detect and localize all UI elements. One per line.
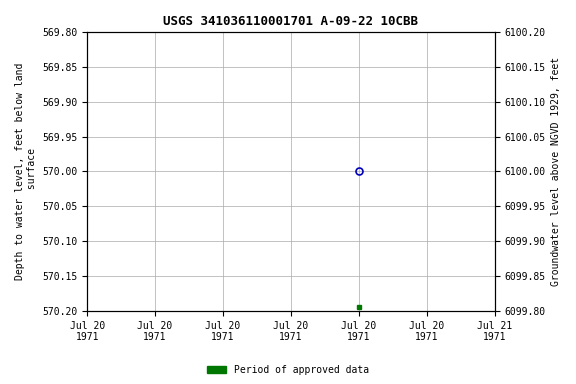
Title: USGS 341036110001701 A-09-22 10CBB: USGS 341036110001701 A-09-22 10CBB (164, 15, 418, 28)
Legend: Period of approved data: Period of approved data (203, 361, 373, 379)
Y-axis label: Groundwater level above NGVD 1929, feet: Groundwater level above NGVD 1929, feet (551, 57, 561, 286)
Y-axis label: Depth to water level, feet below land
 surface: Depth to water level, feet below land su… (15, 63, 37, 280)
